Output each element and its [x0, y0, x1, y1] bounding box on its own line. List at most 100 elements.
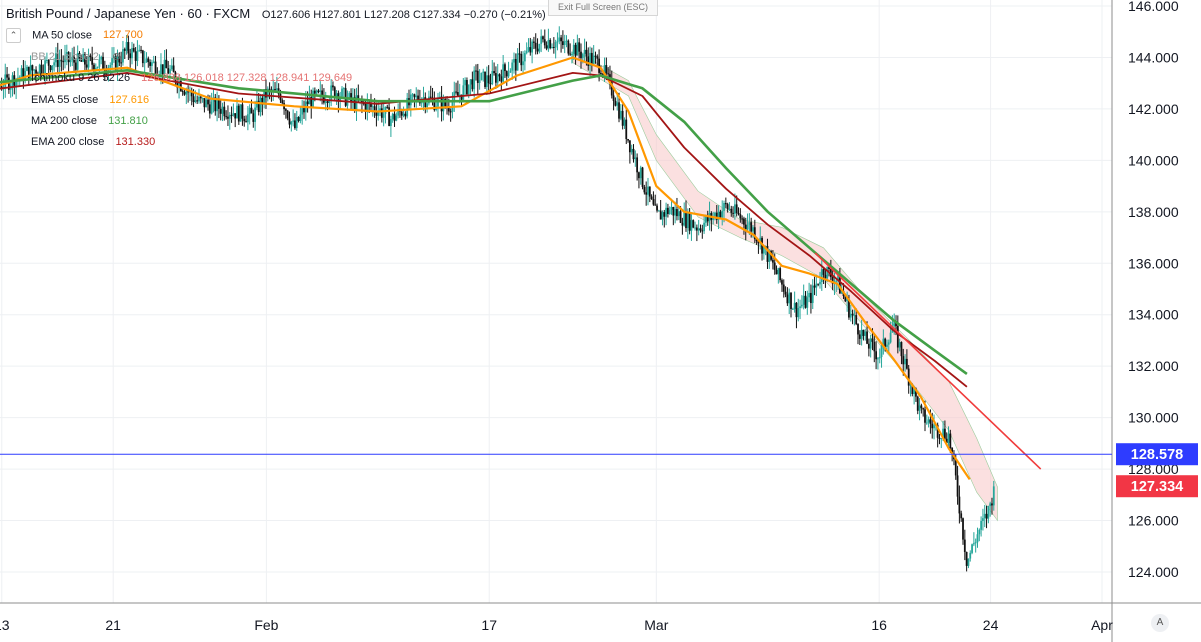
- candle-body: [668, 209, 671, 215]
- candle-body: [858, 334, 861, 339]
- candle-body: [364, 103, 367, 112]
- x-tick-label: 17: [481, 617, 497, 633]
- candle-body: [869, 338, 872, 349]
- candle-body: [357, 95, 360, 101]
- candle-body: [167, 68, 170, 74]
- candle-body: [214, 97, 217, 112]
- candle-body: [978, 529, 981, 535]
- candle-body: [574, 44, 577, 56]
- auto-scale-button[interactable]: A: [1151, 614, 1169, 632]
- candle-body: [723, 203, 725, 211]
- candle-body: [522, 61, 524, 66]
- candle-body: [132, 48, 135, 52]
- candle-body: [400, 111, 403, 116]
- candle-body: [256, 100, 258, 108]
- candle-body: [507, 72, 510, 77]
- y-tick-label: 126.000: [1128, 513, 1179, 529]
- candle-body: [520, 54, 523, 66]
- candle-body: [447, 107, 450, 112]
- candle-body: [826, 266, 829, 279]
- candle-body: [531, 41, 534, 53]
- candle-body: [165, 59, 168, 69]
- candle-body: [533, 41, 535, 43]
- candle-body: [417, 95, 419, 101]
- candle-body: [127, 42, 130, 54]
- candle-body: [169, 69, 171, 74]
- candle-body: [667, 207, 669, 215]
- candle-body: [254, 107, 257, 122]
- candle-body: [65, 52, 68, 56]
- candle-body: [929, 419, 932, 424]
- x-tick-label: 21: [105, 617, 121, 633]
- candle-body: [228, 114, 231, 119]
- candle-body: [207, 99, 209, 105]
- candle-body: [437, 98, 439, 107]
- candle-body: [656, 205, 658, 211]
- indicator-ema55[interactable]: EMA 55 close 127.616: [31, 94, 150, 106]
- candle-body: [692, 220, 695, 228]
- last-price-label: 127.334: [1131, 479, 1183, 495]
- y-tick-label: 132.000: [1128, 358, 1179, 374]
- candle-body: [404, 113, 407, 117]
- candle-body: [739, 214, 742, 219]
- candle-body: [131, 48, 133, 59]
- y-tick-label: 134.000: [1128, 307, 1179, 323]
- candle-body: [581, 53, 584, 59]
- candle-body: [757, 241, 760, 244]
- candle-body: [683, 211, 686, 226]
- candle-body: [172, 65, 175, 73]
- candle-body: [109, 65, 112, 68]
- candle-body: [547, 39, 550, 49]
- candle-body: [332, 85, 334, 88]
- indicator-ichimoku[interactable]: Ichimoku 9 26 52 26 126.838 126.018 127.…: [31, 72, 353, 84]
- candle-body: [56, 53, 59, 67]
- candle-body: [433, 98, 436, 111]
- hidden-eye-icon[interactable]: ⊘: [111, 51, 122, 63]
- candle-body: [82, 54, 85, 62]
- candle-body: [840, 290, 843, 294]
- candle-body: [913, 388, 916, 395]
- candle-body: [328, 100, 331, 103]
- candle-body: [118, 56, 121, 63]
- candle-body: [746, 224, 749, 230]
- candle-body: [565, 40, 568, 42]
- candle-body: [893, 321, 896, 327]
- candle-body: [487, 75, 490, 84]
- candle-body: [855, 315, 858, 325]
- candle-body: [120, 62, 123, 64]
- candle-body: [811, 285, 814, 304]
- candle-body: [516, 53, 519, 71]
- exit-full-screen-button[interactable]: Exit Full Screen (ESC): [548, 0, 658, 16]
- candle-body: [822, 269, 825, 275]
- candle-body: [18, 76, 21, 78]
- candle-body: [141, 50, 144, 64]
- candle-body: [297, 117, 300, 122]
- x-tick-label: Mar: [644, 617, 668, 633]
- candle-body: [27, 66, 30, 80]
- candle-body: [951, 447, 954, 454]
- indicator-ema200[interactable]: EMA 200 close 131.330: [31, 136, 156, 148]
- candle-body: [375, 111, 378, 116]
- candle-body: [149, 62, 152, 66]
- candle-body: [944, 428, 946, 439]
- candle-body: [788, 292, 791, 304]
- candle-body: [125, 42, 128, 51]
- collapse-icon[interactable]: ⌃: [6, 28, 21, 43]
- candle-body: [223, 106, 226, 117]
- symbol-title: British Pound / Japanese Yen · 60 · FXCM: [6, 6, 251, 21]
- candle-body: [589, 52, 591, 66]
- candle-body: [690, 220, 693, 231]
- candle-body: [464, 80, 467, 86]
- candle-body: [954, 459, 957, 476]
- candle-body: [29, 65, 32, 80]
- candle-body: [518, 53, 521, 55]
- candle-body: [849, 313, 852, 318]
- candle-body: [62, 61, 65, 63]
- candle-body: [449, 111, 452, 113]
- indicator-bb[interactable]: BB 21 close 2 ⊘: [31, 51, 122, 63]
- candle-body: [732, 212, 734, 214]
- indicator-ma50[interactable]: ⌃ MA 50 close 127.700: [6, 28, 143, 43]
- candle-body: [828, 266, 830, 269]
- indicator-ma200[interactable]: MA 200 close 131.810: [31, 115, 148, 127]
